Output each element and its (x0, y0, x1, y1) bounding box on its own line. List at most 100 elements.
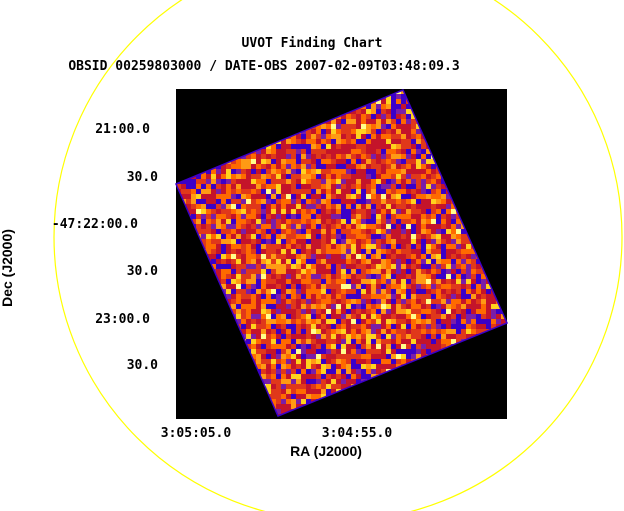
image-pixel (336, 384, 341, 389)
image-pixel (466, 324, 471, 329)
image-pixel (316, 219, 321, 224)
image-pixel (361, 174, 366, 179)
image-pixel (376, 199, 381, 204)
image-pixel (311, 129, 316, 134)
image-pixel (316, 324, 321, 329)
image-pixel (306, 179, 311, 184)
image-pixel (421, 199, 426, 204)
image-pixel (246, 344, 251, 349)
image-pixel (261, 229, 266, 234)
image-pixel (371, 204, 376, 209)
image-pixel (436, 254, 441, 259)
image-pixel (461, 244, 466, 249)
image-pixel (276, 234, 281, 239)
image-pixel (291, 179, 296, 184)
image-pixel (276, 394, 281, 399)
image-pixel (326, 209, 331, 214)
image-pixel (316, 154, 321, 159)
image-pixel (226, 229, 231, 234)
image-pixel (341, 349, 346, 354)
image-pixel (306, 199, 311, 204)
image-pixel (206, 249, 211, 254)
image-pixel (456, 229, 461, 234)
image-pixel (276, 184, 281, 189)
image-pixel (296, 239, 301, 244)
image-pixel (466, 254, 471, 259)
image-pixel (391, 104, 396, 109)
image-pixel (421, 194, 426, 199)
image-pixel (216, 184, 221, 189)
image-pixel (291, 169, 296, 174)
image-pixel (356, 194, 361, 199)
image-pixel (326, 169, 331, 174)
image-pixel (341, 319, 346, 324)
image-pixel (331, 254, 336, 259)
image-pixel (341, 384, 346, 389)
image-pixel (421, 139, 426, 144)
image-pixel (296, 339, 301, 344)
image-pixel (266, 189, 271, 194)
image-pixel (251, 259, 256, 264)
image-pixel (281, 224, 286, 229)
image-pixel (326, 224, 331, 229)
image-pixel (446, 264, 451, 269)
image-pixel (396, 349, 401, 354)
image-pixel (311, 214, 316, 219)
image-pixel (346, 194, 351, 199)
image-pixel (331, 189, 336, 194)
image-pixel (376, 99, 381, 104)
image-pixel (396, 129, 401, 134)
image-pixel (296, 259, 301, 264)
image-pixel (356, 149, 361, 154)
image-pixel (291, 354, 296, 359)
image-pixel (396, 199, 401, 204)
image-pixel (256, 304, 261, 309)
image-pixel (406, 324, 411, 329)
image-pixel (261, 219, 266, 224)
image-pixel (381, 189, 386, 194)
image-pixel (356, 344, 361, 349)
image-pixel (411, 204, 416, 209)
image-pixel (416, 349, 421, 354)
image-pixel (256, 364, 261, 369)
image-pixel (476, 274, 481, 279)
image-pixel (281, 324, 286, 329)
image-pixel (386, 124, 391, 129)
image-pixel (416, 139, 421, 144)
image-pixel (441, 304, 446, 309)
image-pixel (431, 204, 436, 209)
image-pixel (451, 269, 456, 274)
image-pixel (466, 264, 471, 269)
image-pixel (326, 304, 331, 309)
image-pixel (471, 299, 476, 304)
image-pixel (431, 294, 436, 299)
image-pixel (221, 224, 226, 229)
image-pixel (271, 384, 276, 389)
image-pixel (451, 284, 456, 289)
image-pixel (351, 329, 356, 334)
image-pixel (411, 284, 416, 289)
image-pixel (246, 229, 251, 234)
image-pixel (411, 339, 416, 344)
image-pixel (461, 249, 466, 254)
image-pixel (321, 139, 326, 144)
image-pixel (366, 139, 371, 144)
image-pixel (221, 219, 226, 224)
image-pixel (456, 249, 461, 254)
image-pixel (296, 179, 301, 184)
image-pixel (261, 194, 266, 199)
image-pixel (271, 284, 276, 289)
image-pixel (481, 324, 486, 329)
image-pixel (451, 259, 456, 264)
image-pixel (406, 294, 411, 299)
image-pixel (301, 219, 306, 224)
image-pixel (266, 349, 271, 354)
image-pixel (401, 294, 406, 299)
image-pixel (356, 254, 361, 259)
image-pixel (446, 314, 451, 319)
image-pixel (376, 159, 381, 164)
image-pixel (321, 224, 326, 229)
image-pixel (406, 104, 411, 109)
image-pixel (396, 289, 401, 294)
image-pixel (311, 239, 316, 244)
